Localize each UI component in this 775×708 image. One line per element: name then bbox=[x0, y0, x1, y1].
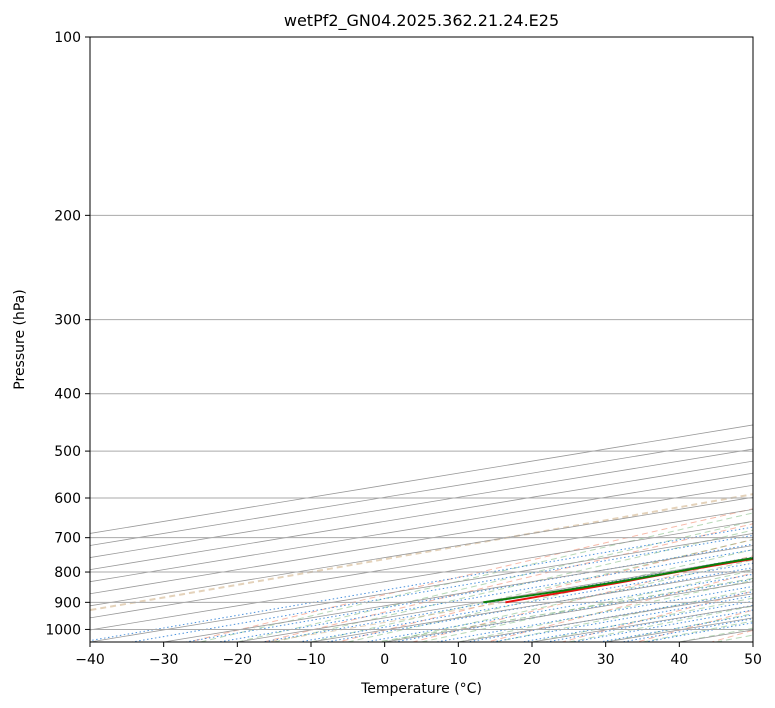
x-tick-label: 0 bbox=[380, 652, 389, 668]
plot-frame bbox=[89, 36, 754, 643]
x-tick-label: −20 bbox=[223, 652, 253, 668]
moist-adiabat-line bbox=[458, 579, 753, 642]
mixing-ratio-line bbox=[572, 609, 753, 642]
isotherm-line bbox=[90, 508, 753, 619]
chart-title: wetPf2_GN04.2025.362.21.24.E25 bbox=[284, 11, 559, 31]
y-tick-label: 400 bbox=[54, 387, 81, 403]
y-tick-label: 100 bbox=[54, 30, 81, 46]
x-tick-label: 40 bbox=[670, 652, 688, 668]
y-tick-label: 900 bbox=[54, 595, 81, 611]
isotherm-line bbox=[90, 520, 753, 631]
x-tick-label: 10 bbox=[449, 652, 467, 668]
isotherm-line bbox=[90, 448, 753, 558]
isotherm-line bbox=[90, 484, 753, 595]
moist-adiabat-line bbox=[237, 520, 753, 642]
y-tick-label: 600 bbox=[54, 491, 81, 507]
x-axis-label: Temperature (°C) bbox=[360, 681, 482, 697]
moist-adiabat-line bbox=[200, 512, 753, 642]
dry-adiabat-line bbox=[263, 523, 753, 642]
y-tick-label: 200 bbox=[54, 208, 81, 224]
plot-background bbox=[90, 37, 753, 642]
x-tick-label: −10 bbox=[296, 652, 326, 668]
isotherm-line bbox=[90, 496, 753, 607]
moist-adiabat-line bbox=[531, 597, 753, 642]
x-tick-label: −30 bbox=[149, 652, 179, 668]
isotherm-line bbox=[752, 641, 753, 642]
mixing-ratio-line bbox=[522, 600, 753, 642]
isotherm-line bbox=[90, 436, 753, 546]
dry-adiabat-line bbox=[188, 508, 753, 642]
mixing-ratio-line bbox=[299, 562, 753, 642]
moist-adiabat-line bbox=[384, 559, 753, 642]
dry-adiabat-line bbox=[338, 538, 753, 642]
x-tick-label: −40 bbox=[75, 652, 105, 668]
mixing-ratio-line bbox=[218, 549, 753, 642]
background-lines bbox=[90, 37, 753, 642]
axis-ticks: −40 −30 −20 −10 0 10 20 30 40 50 100 200 300 400 500 60… bbox=[45, 30, 762, 668]
isotherm-line bbox=[90, 533, 753, 642]
moist-adiabat-line bbox=[347, 549, 753, 642]
x-tick-label: 50 bbox=[744, 652, 762, 668]
moist-adiabat-line bbox=[274, 529, 753, 642]
x-tick-label: 30 bbox=[597, 652, 615, 668]
y-tick-label: 800 bbox=[54, 565, 81, 581]
y-tick-label: 1000 bbox=[45, 622, 81, 638]
isotherm-line bbox=[90, 472, 753, 583]
mixing-ratio-line bbox=[90, 526, 753, 642]
y-tick-label: 700 bbox=[54, 531, 81, 547]
x-tick-label: 20 bbox=[523, 652, 541, 668]
y-tick-label: 300 bbox=[54, 313, 81, 329]
y-axis-label: Pressure (hPa) bbox=[12, 289, 28, 389]
y-tick-label: 500 bbox=[54, 444, 81, 460]
isotherm-line bbox=[90, 460, 753, 571]
